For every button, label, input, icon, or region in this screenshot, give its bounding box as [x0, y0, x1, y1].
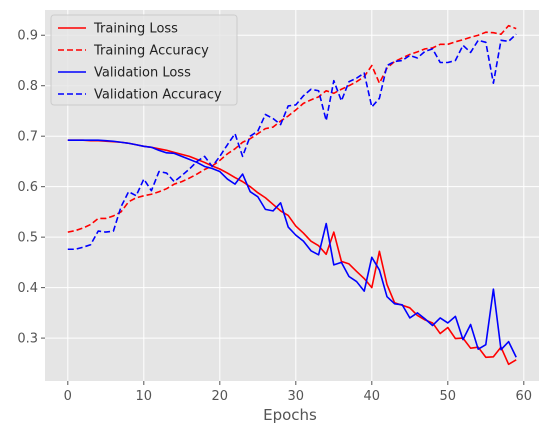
legend-box: [50, 14, 238, 106]
series-layer: [67, 24, 517, 366]
legend-item: Training Loss: [58, 22, 178, 37]
series-validation-accuracy: [67, 33, 517, 251]
y-tick-label: 0.3: [17, 332, 38, 347]
legend-label: Training Accuracy: [93, 44, 209, 59]
x-axis-label: Epochs: [263, 406, 317, 424]
series-training-accuracy: [67, 24, 517, 233]
y-tick-label: 0.6: [17, 180, 38, 195]
legend-label: Validation Loss: [94, 66, 191, 81]
x-tick-label: 40: [364, 389, 381, 404]
y-tick-label: 0.5: [17, 231, 38, 246]
legend-item: Training Accuracy: [58, 44, 209, 59]
legend: Training Loss Training Accuracy Validation…: [50, 14, 238, 106]
series-validation-loss: [67, 139, 517, 358]
legend-item: Validation Accuracy: [58, 88, 222, 103]
y-tick-label: 0.7: [17, 130, 38, 145]
x-tick-label: 30: [288, 389, 305, 404]
x-tick-label: 10: [136, 389, 153, 404]
x-tick-label: 0: [64, 389, 72, 404]
y-tick-label: 0.4: [17, 281, 38, 296]
x-tick-label: 60: [516, 389, 533, 404]
legend-label: Validation Accuracy: [94, 88, 222, 103]
y-tick-label: 0.8: [17, 79, 38, 94]
tick-labels: 0 10 20 30 40 50 60 0.3 0.4 0.5 0.6 0.7 0.8 0.9: [17, 29, 532, 404]
x-tick-label: 50: [440, 389, 457, 404]
x-tick-label: 20: [212, 389, 229, 404]
legend-label: Training Loss: [93, 22, 178, 37]
legend-item: Validation Loss: [58, 66, 191, 81]
y-tick-label: 0.9: [17, 29, 38, 44]
